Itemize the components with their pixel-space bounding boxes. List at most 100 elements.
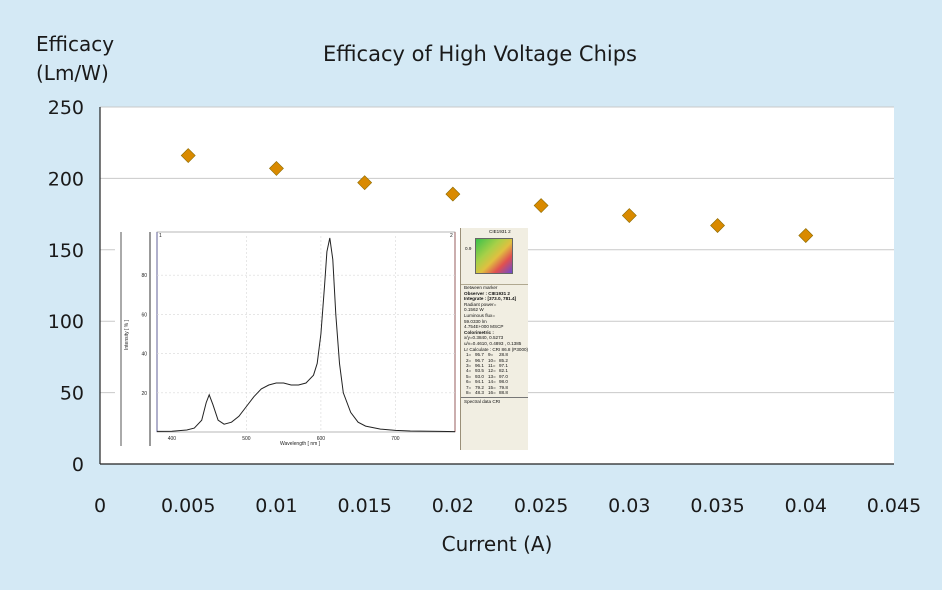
cri-cell: 10= — [488, 357, 496, 363]
cri-cell: 1= — [466, 352, 472, 358]
x-tick-label: 0.015 — [337, 495, 391, 517]
radiant-value: 0.1562 W — [464, 307, 484, 313]
cri-cell: 48.3 — [475, 389, 484, 395]
y-tick-label: 0 — [72, 454, 84, 476]
y-tick-label: 100 — [48, 311, 84, 333]
x-tick-label: 0.03 — [608, 495, 650, 517]
inset-tick-labels: 400 500 600 700 80 60 40 20 — [141, 273, 399, 442]
cri-cell: 15= — [488, 384, 496, 390]
data-point-marker — [180, 148, 196, 163]
inset-spectrum-plot: 1 2 Intensity [ % ] Wavelength [ nm ] 40… — [115, 228, 460, 450]
inset-info-panel: CIE1931 2 0.9 Between marker Observer : … — [460, 228, 528, 450]
cie-chromaticity-plot — [475, 238, 513, 274]
between-marker-label: Between marker — [464, 285, 498, 290]
luminous-label: Luminous flux= — [464, 312, 496, 318]
inset-marker-1-label: 1 — [159, 233, 162, 239]
cri-cell: 4= — [466, 368, 472, 374]
y-tick-label: 200 — [48, 168, 84, 190]
inset-y-tick: 60 — [141, 312, 147, 318]
cri-cell: 14= — [488, 379, 496, 385]
x-tick-label: 0.01 — [255, 495, 297, 517]
cri-cell: 12= — [488, 368, 496, 374]
data-point-marker — [798, 228, 814, 243]
cri-cell: 9= — [488, 352, 494, 358]
cri-cell: 82.1 — [499, 368, 508, 374]
cri-cell: 96.1 — [475, 362, 484, 368]
xy-value: x/y=0.3840, 0.5273 — [464, 335, 504, 341]
x-axis-label: Current (A) — [442, 532, 553, 556]
y-tick-label: 150 — [48, 240, 84, 262]
y-tick-label: 50 — [60, 383, 84, 405]
cri-cell: 93.0 — [475, 373, 484, 379]
cri-table: 1= 95.7 9= 28.8 2= 96.7 10= 85.2 3= 96.1 11= 97.1 4=… — [461, 352, 528, 395]
cri-cell: 7= — [466, 384, 472, 390]
x-tick-label: 0.025 — [514, 495, 568, 517]
chart-title: Efficacy of High Voltage Chips — [323, 42, 637, 66]
y-axis-label-line2: (Lm/W) — [36, 61, 109, 85]
data-point-marker — [533, 198, 549, 213]
radiant-label: Radiant power= — [464, 301, 497, 307]
colorimetric-label: Colorimetric : — [464, 329, 494, 335]
cri-cell: 95.7 — [475, 352, 484, 358]
y-tick-labels: 0 50 100 150 200 250 — [48, 97, 84, 476]
x-tick-label: 0.005 — [161, 495, 215, 517]
cri-cell: 8= — [466, 389, 472, 395]
luminous-value: 59.0330 lm — [464, 318, 487, 324]
cri-cell: 28.8 — [499, 352, 508, 358]
inset-x-tick: 400 — [168, 436, 177, 442]
x-tick-labels: 0 0.005 0.01 0.015 0.02 0.025 0.03 0.035 0.04 0.0… — [94, 495, 921, 517]
y-tick-label: 250 — [48, 97, 84, 119]
data-point-marker — [269, 160, 284, 176]
inset-background — [115, 228, 460, 450]
inset-x-tick: 700 — [391, 436, 400, 442]
cie-label: CIE1931 2 — [489, 229, 511, 234]
cri-cell: 2= — [466, 357, 472, 363]
x-tick-label: 0.035 — [690, 495, 744, 517]
cie-axis-label: 0.9 — [465, 246, 472, 251]
luminous-extra: 4.754E+000 MSCP — [464, 324, 504, 330]
inset-tabs: Spectral data CRI — [461, 397, 528, 405]
cri-cell: 11= — [488, 362, 496, 368]
cri-cell: 88.8 — [499, 389, 508, 395]
data-points — [180, 148, 814, 243]
inset-frame — [156, 231, 456, 433]
cri-cell: 98.0 — [499, 379, 508, 385]
observer-text: Observer : CIE1931 2 — [464, 290, 510, 296]
inset-x-tick: 500 — [242, 436, 251, 442]
cri-cell: 97.1 — [499, 362, 508, 368]
cri-cell: 6= — [466, 379, 472, 385]
data-point-marker — [357, 175, 373, 191]
cri-cell: 13= — [488, 373, 496, 379]
cri-cell: 79.8 — [499, 384, 508, 390]
inset-y-tick: 20 — [141, 391, 147, 397]
x-tick-label: 0.045 — [867, 495, 921, 517]
cri-header: Lr Calculate : CRI 86.8 (P3000) — [464, 346, 528, 352]
y-axis-label-line1: Efficacy — [36, 32, 114, 56]
x-tick-label: 0.04 — [785, 495, 827, 517]
cri-cell: 93.5 — [475, 368, 484, 374]
x-tick-label: 0.02 — [432, 495, 474, 517]
inset-x-tick: 600 — [317, 436, 326, 442]
cri-cell: 79.2 — [475, 384, 484, 390]
data-point-marker — [445, 186, 461, 202]
cri-cell: 5= — [466, 373, 472, 379]
cri-cell: 96.7 — [475, 357, 484, 363]
integrate-text: Integrate : [373.0, 781.4] — [464, 296, 517, 302]
data-point-marker — [710, 218, 725, 233]
inset-marker-2-label: 2 — [450, 233, 453, 239]
cri-cell: 94.1 — [475, 379, 484, 385]
uv-value: u/v=0.4610, 0.4893 , 0.1385 — [464, 340, 522, 346]
cri-cell: 3= — [466, 362, 472, 368]
data-point-marker — [621, 208, 637, 223]
cie-diagram: CIE1931 2 0.9 — [461, 228, 528, 285]
inset-x-label: Wavelength [ nm ] — [280, 441, 321, 447]
cri-cell: 97.0 — [499, 373, 508, 379]
cri-cell: 85.2 — [499, 357, 508, 363]
x-tick-label: 0 — [94, 495, 106, 517]
cri-cell: 16= — [488, 389, 496, 395]
inset-y-tick: 80 — [141, 273, 147, 279]
inset-y-tick: 40 — [141, 352, 147, 358]
inset-y-label: Intensity [ % ] — [124, 319, 130, 350]
inset-spectrum-curve — [156, 237, 456, 433]
